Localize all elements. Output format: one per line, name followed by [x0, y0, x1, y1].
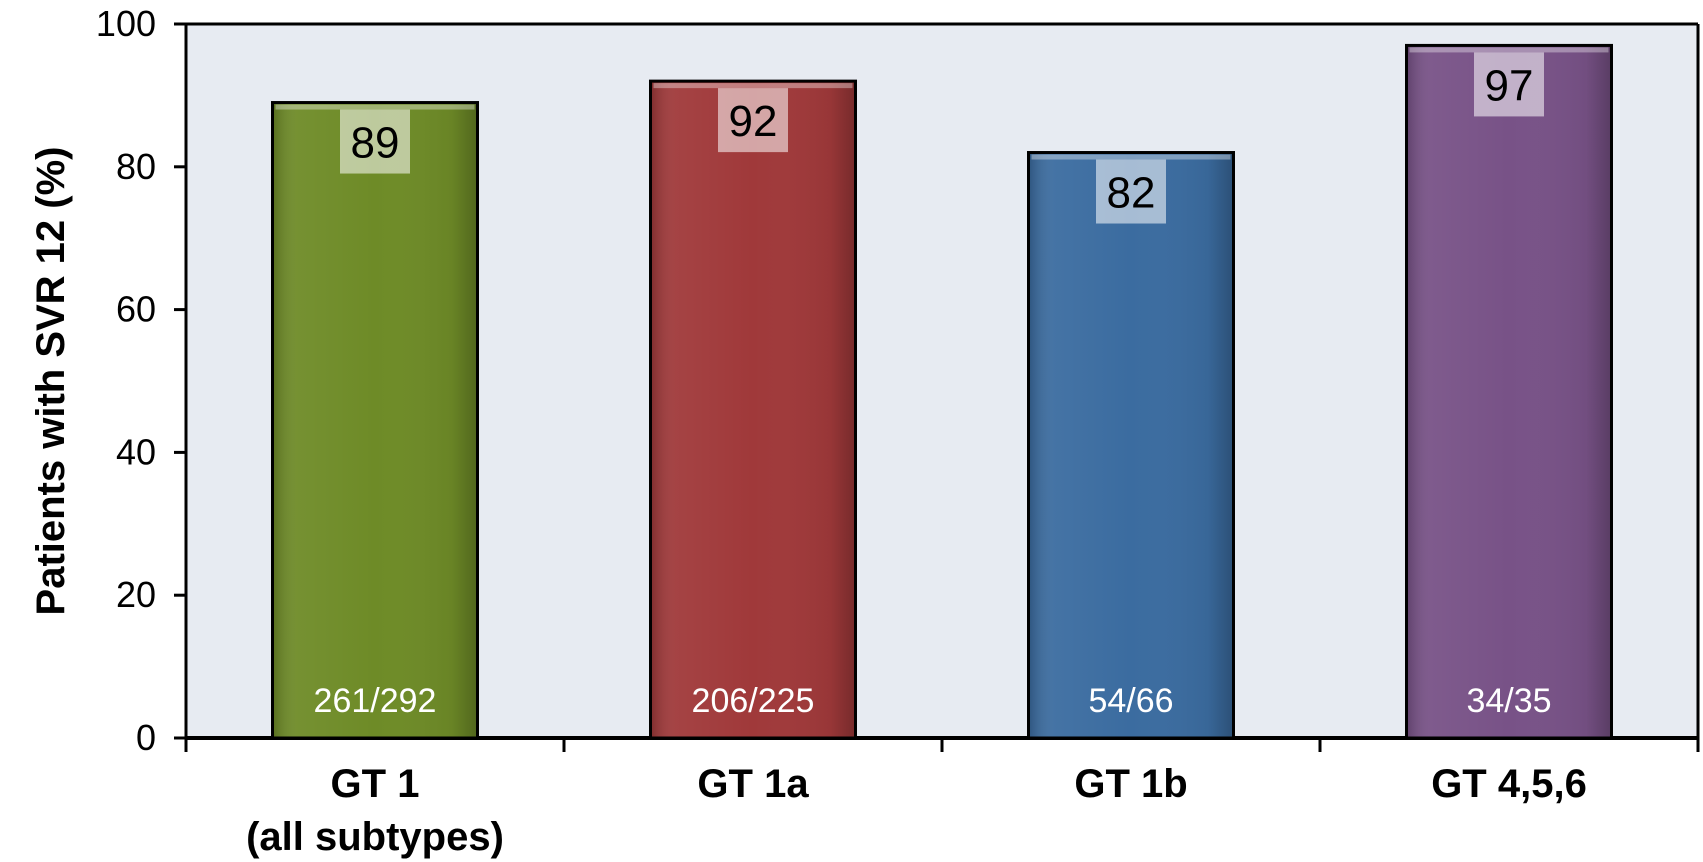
ratio-label: 261/292 — [314, 682, 437, 720]
value-label-box — [1096, 159, 1166, 224]
y-tick-label: 0 — [136, 717, 156, 758]
value-label: 92 — [729, 97, 778, 146]
y-axis-label: Patients with SVR 12 (%) — [29, 147, 73, 616]
bar-highlight — [1409, 47, 1609, 53]
y-tick-label: 80 — [116, 146, 156, 187]
category-label: GT 1 — [331, 762, 420, 806]
bar-group: 82 54/66 — [1027, 151, 1235, 740]
category-label: GT 4,5,6 — [1431, 762, 1587, 806]
bar-group: 89 261/292 — [271, 101, 479, 740]
bar-shading — [652, 82, 854, 737]
bar-shading — [274, 104, 476, 737]
category-label: (all subtypes) — [246, 815, 504, 859]
bar-group: 92 206/225 — [649, 79, 857, 740]
bars: 89 261/292 92 206/225 82 54/66 97 34/35 — [271, 43, 1613, 740]
bar-shading — [1408, 46, 1610, 737]
y-tick-label: 60 — [116, 289, 156, 330]
bar-highlight — [653, 83, 853, 89]
y-tick-label: 40 — [116, 431, 156, 472]
bar-highlight — [275, 104, 475, 110]
value-label: 89 — [351, 119, 400, 168]
ratio-label: 34/35 — [1466, 682, 1551, 720]
bar-highlight — [1031, 154, 1231, 160]
ratio-label: 54/66 — [1088, 682, 1173, 720]
bar-group: 97 34/35 — [1405, 43, 1613, 740]
value-label: 97 — [1485, 61, 1534, 110]
category-label: GT 1b — [1074, 762, 1187, 806]
category-label: GT 1a — [697, 762, 809, 806]
value-label-box — [1474, 52, 1544, 117]
value-label-box — [718, 88, 788, 153]
value-label: 82 — [1107, 169, 1156, 218]
y-tick-label: 20 — [116, 574, 156, 615]
value-label-box — [340, 109, 410, 174]
x-axis: GT 1 (all subtypes) GT 1a GT 1b GT 4,5,6 — [184, 736, 1700, 859]
bar-shading — [1030, 154, 1232, 737]
y-tick-label: 100 — [96, 3, 156, 44]
y-axis: 0 20 40 60 80 100 — [96, 3, 1700, 758]
ratio-label: 206/225 — [692, 682, 815, 720]
